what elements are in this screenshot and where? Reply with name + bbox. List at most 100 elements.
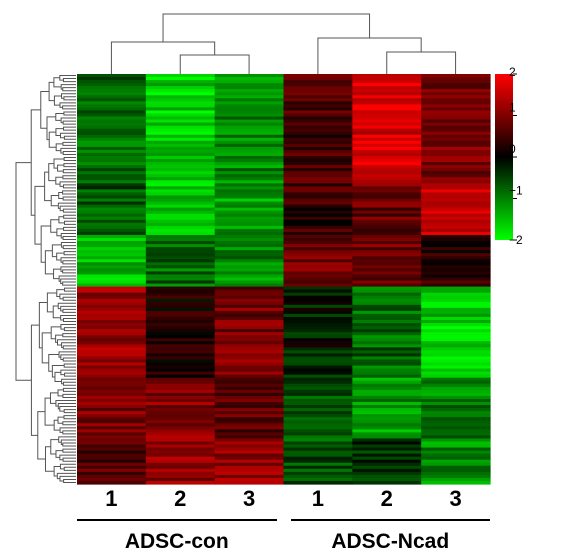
- heatmap-cell: [421, 110, 491, 115]
- heatmap-cell: [214, 423, 285, 427]
- heatmap-cell: [283, 335, 353, 339]
- heatmap-cell: [145, 186, 216, 191]
- heatmap-cell: [77, 426, 147, 430]
- heatmap-cell: [145, 371, 216, 376]
- heatmap-cell: [214, 180, 285, 184]
- heatmap-cell: [214, 377, 285, 382]
- heatmap-cell: [77, 286, 147, 291]
- heatmap-cell: [352, 83, 422, 87]
- dendrogram-branch: [49, 392, 59, 404]
- heatmap-cell: [145, 350, 216, 355]
- heatmap-cell: [214, 392, 285, 397]
- heatmap-cell: [145, 210, 216, 215]
- heatmap-cell: [421, 289, 491, 294]
- dendrogram-branch: [48, 131, 57, 148]
- heatmap-cell: [145, 238, 216, 242]
- heatmap-cell: [421, 332, 491, 336]
- heatmap-cell: [421, 429, 491, 433]
- heatmap-cell: [352, 344, 422, 348]
- heatmap-cell: [77, 307, 147, 312]
- heatmap-cell: [214, 122, 285, 127]
- heatmap-cell: [352, 234, 422, 239]
- heatmap-cell: [214, 134, 285, 139]
- heatmap-cell: [283, 386, 353, 391]
- heatmap-cell: [77, 332, 147, 336]
- heatmap-cell: [77, 80, 147, 84]
- heatmap-cell: [145, 459, 216, 464]
- heatmap-cell: [77, 104, 147, 109]
- heatmap-cell: [214, 80, 285, 84]
- heatmap-cell: [352, 411, 422, 415]
- dendrogram-branch: [64, 372, 76, 377]
- dendrogram-branch: [40, 90, 50, 129]
- dendrogram-branch: [44, 171, 52, 202]
- heatmap-cell: [214, 189, 285, 194]
- heatmap-cell: [352, 274, 422, 279]
- heatmap-cell: [421, 395, 491, 400]
- heatmap-cell: [283, 353, 353, 358]
- heatmap-cell: [145, 207, 216, 212]
- heatmap-cell: [145, 128, 216, 133]
- heatmap-cell: [145, 335, 216, 339]
- heatmap-cell: [77, 280, 147, 285]
- heatmap-cell: [145, 159, 216, 163]
- heatmap-cell: [214, 474, 285, 479]
- heatmap-cell: [283, 480, 353, 485]
- heatmap-cell: [421, 344, 491, 348]
- heatmap-cell: [352, 225, 422, 230]
- heatmap-cell: [145, 116, 216, 121]
- heatmap-cell: [214, 131, 285, 136]
- heatmap-cell: [214, 137, 285, 142]
- heatmap-cell: [77, 89, 147, 93]
- heatmap-cell: [77, 405, 147, 409]
- heatmap-cell: [145, 189, 216, 194]
- heatmap-cell: [283, 298, 353, 303]
- dendrogram-branch: [60, 324, 76, 330]
- heatmap-cell: [283, 80, 353, 84]
- heatmap-cell: [77, 283, 147, 288]
- heatmap-cell: [283, 341, 353, 345]
- heatmap-cell: [352, 377, 422, 382]
- heatmap-cell: [214, 207, 285, 212]
- heatmap-cell: [145, 426, 216, 430]
- heatmap-cell: [352, 216, 422, 221]
- dendrogram-branch: [62, 430, 76, 435]
- heatmap-cell: [352, 152, 422, 157]
- heatmap-cell: [352, 186, 422, 191]
- heatmap-cell: [352, 256, 422, 260]
- heatmap-cell: [77, 368, 147, 373]
- heatmap-cell: [352, 74, 422, 78]
- heatmap-cell: [352, 168, 422, 172]
- dendrogram-branch: [41, 332, 52, 364]
- heatmap-cell: [77, 162, 147, 166]
- dendrogram-branch: [63, 214, 76, 219]
- heatmap-cell: [421, 174, 491, 178]
- heatmap-cell: [352, 207, 422, 212]
- heatmap-cell: [77, 310, 147, 315]
- heatmap-cell: [421, 149, 491, 154]
- heatmap-cell: [421, 307, 491, 312]
- heatmap-cell: [214, 128, 285, 133]
- dendrogram-branch: [38, 301, 48, 349]
- heatmap-cell: [352, 414, 422, 418]
- heatmap-cell: [283, 119, 353, 124]
- heatmap-cell: [77, 98, 147, 102]
- heatmap-cell: [421, 259, 491, 263]
- dendrogram-branch: [59, 406, 76, 412]
- heatmap-cell: [283, 131, 353, 136]
- heatmap-cell: [421, 480, 491, 485]
- heatmap-cell: [214, 417, 285, 421]
- heatmap-cell: [77, 146, 147, 151]
- heatmap-cell: [421, 241, 491, 245]
- heatmap-cell: [77, 383, 147, 388]
- heatmap-cell: [421, 298, 491, 303]
- heatmap-cell: [77, 347, 147, 351]
- heatmap-cell: [214, 362, 285, 367]
- heatmap-cell: [421, 383, 491, 388]
- heatmap-cell: [77, 137, 147, 142]
- heatmap-cell: [214, 374, 285, 379]
- heatmap-cell: [214, 241, 285, 245]
- heatmap-cell: [421, 146, 491, 151]
- heatmap-cell: [145, 143, 216, 148]
- heatmap-cell: [214, 98, 285, 102]
